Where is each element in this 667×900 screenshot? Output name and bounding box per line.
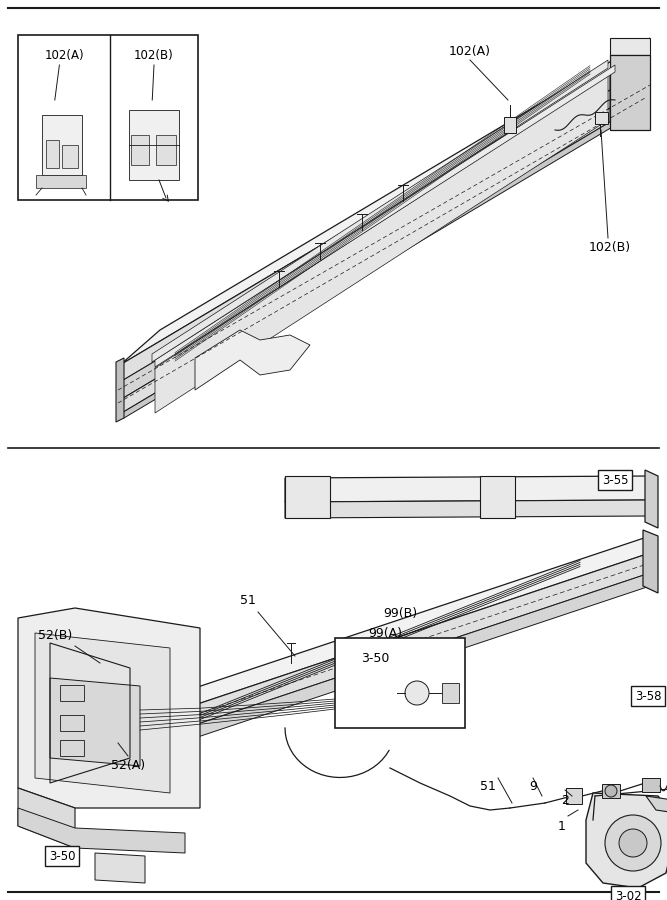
Polygon shape [595,112,608,124]
Text: 3-55: 3-55 [602,473,628,487]
Text: 102(B): 102(B) [589,241,631,255]
Polygon shape [62,145,78,168]
Text: 102(B): 102(B) [134,49,174,61]
Polygon shape [120,90,610,400]
Polygon shape [120,108,610,414]
Polygon shape [42,115,82,175]
Polygon shape [116,358,124,422]
Polygon shape [129,110,179,180]
Polygon shape [131,135,149,165]
Text: 3-50: 3-50 [49,850,75,862]
Text: 102(A): 102(A) [44,49,84,61]
Polygon shape [50,678,140,766]
Polygon shape [642,778,660,792]
Polygon shape [335,638,465,728]
Polygon shape [480,476,515,518]
Polygon shape [155,65,615,367]
Circle shape [605,815,661,871]
Polygon shape [645,470,658,528]
Polygon shape [155,75,608,413]
Text: 2: 2 [561,794,569,806]
Text: 52(A): 52(A) [111,760,145,772]
Polygon shape [285,476,650,502]
Polygon shape [156,135,176,165]
Polygon shape [566,788,582,804]
Polygon shape [60,536,650,750]
Polygon shape [35,633,170,793]
Polygon shape [602,784,620,798]
Polygon shape [504,117,516,133]
Polygon shape [46,140,59,168]
Circle shape [605,785,617,797]
Polygon shape [36,175,86,188]
Polygon shape [285,500,650,518]
Polygon shape [285,476,330,518]
Polygon shape [152,60,608,362]
Polygon shape [18,808,185,853]
Text: 102(A): 102(A) [449,46,491,58]
Polygon shape [442,683,459,703]
Polygon shape [610,38,650,55]
Text: 3-50: 3-50 [361,652,389,664]
Polygon shape [60,573,650,783]
Circle shape [619,829,647,857]
Text: 52(B): 52(B) [38,629,72,643]
Text: 1: 1 [558,820,566,832]
Text: 3-02: 3-02 [615,889,641,900]
Polygon shape [120,38,650,365]
Polygon shape [120,122,614,418]
Polygon shape [18,788,75,848]
Polygon shape [95,853,145,883]
Polygon shape [643,530,658,593]
Circle shape [405,681,429,705]
Polygon shape [610,55,650,130]
Polygon shape [646,796,667,813]
Polygon shape [60,553,650,770]
Text: 51: 51 [240,593,256,607]
Text: 3-58: 3-58 [635,689,661,703]
Text: 9: 9 [529,779,537,793]
Polygon shape [195,330,310,390]
Text: 99(A): 99(A) [368,626,402,640]
Polygon shape [120,73,610,382]
Polygon shape [18,35,198,200]
Text: 99(B): 99(B) [383,608,417,620]
Polygon shape [18,608,200,808]
Text: 51: 51 [480,779,496,793]
Polygon shape [586,793,667,888]
